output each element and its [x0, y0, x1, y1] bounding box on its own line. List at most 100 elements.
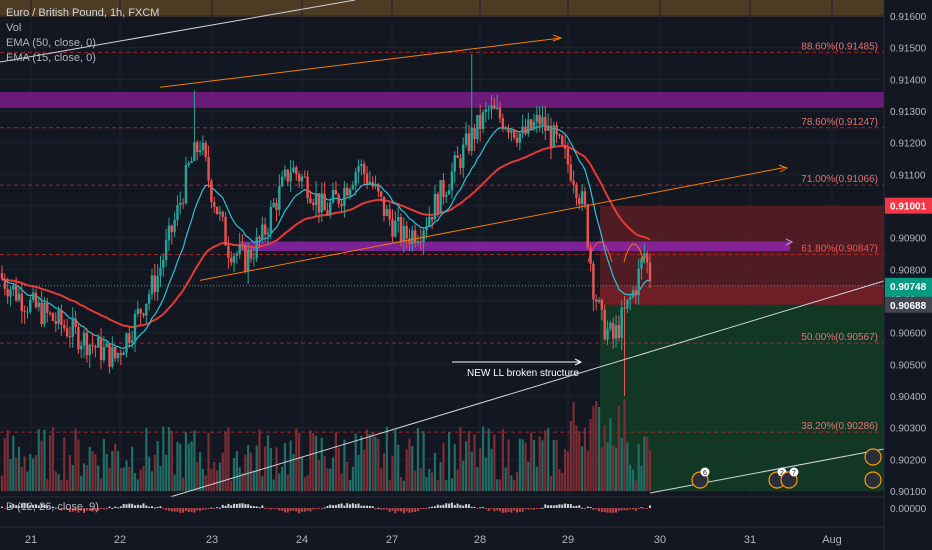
volume-bar — [340, 473, 343, 491]
candle-body — [12, 285, 15, 290]
candle-body — [272, 202, 275, 207]
candle-body — [275, 202, 278, 210]
candle-body — [450, 171, 454, 191]
legend-ema15: EMA (15, close, 0) — [6, 52, 96, 64]
volume-bar — [589, 418, 592, 491]
macd-bar — [323, 507, 326, 509]
volume-bar — [278, 473, 281, 491]
macd-bar — [207, 508, 210, 509]
macd-bar — [221, 504, 224, 508]
candle-body — [263, 224, 267, 235]
volume-bar — [57, 474, 60, 491]
volume-bar — [261, 476, 264, 491]
macd-bar — [148, 506, 151, 508]
macd-bar — [603, 508, 606, 513]
volume-bar — [473, 434, 476, 491]
macd-bar — [467, 504, 470, 508]
macd-bar — [119, 506, 122, 508]
candle-body — [391, 219, 394, 237]
volume-bar — [569, 420, 572, 491]
volume-bar — [374, 436, 377, 491]
macd-bar — [634, 508, 637, 511]
macd-bar — [289, 508, 292, 511]
macd-bar — [145, 505, 148, 508]
volume-bar — [32, 458, 35, 491]
volume-bar — [20, 467, 23, 491]
candle-body — [532, 121, 536, 129]
volume-bar — [510, 475, 513, 491]
candle-body — [529, 119, 533, 129]
candle-body — [535, 114, 539, 122]
macd-bar — [114, 506, 117, 508]
candle-body — [544, 117, 547, 131]
volume-bar — [269, 447, 272, 491]
volume-bar — [40, 440, 43, 491]
y-tick-label: 0.90500 — [890, 360, 927, 371]
volume-bar — [490, 449, 493, 491]
volume-bar — [631, 469, 635, 491]
macd-bar — [12, 504, 15, 508]
volume-bar — [26, 471, 29, 491]
macd-bar — [561, 504, 564, 508]
macd-bar — [592, 508, 595, 511]
macd-bar — [436, 504, 439, 508]
volume-bar — [612, 445, 615, 491]
macd-bar — [258, 507, 261, 509]
volume-bar — [620, 437, 623, 491]
macd-bar — [54, 507, 57, 509]
macd-bar — [552, 505, 555, 508]
macd-bar — [332, 505, 335, 508]
macd-bar — [349, 504, 352, 508]
volume-bar — [119, 468, 122, 491]
candle-body — [269, 206, 273, 233]
candle-body — [470, 127, 473, 151]
candle-body — [320, 193, 323, 213]
volume-bar — [447, 432, 451, 491]
volume-bar — [43, 429, 46, 491]
candle-body — [360, 163, 363, 166]
volume-bar — [232, 458, 236, 491]
candle-body — [484, 109, 488, 113]
macd-bar — [555, 504, 558, 508]
macd-bar — [122, 503, 125, 508]
macd-bar — [450, 502, 453, 508]
macd-bar — [63, 508, 66, 510]
volume-bar — [382, 452, 386, 491]
volume-bar — [125, 460, 128, 491]
volume-bar — [323, 455, 326, 491]
volume-bar — [148, 456, 151, 491]
volume-bar — [450, 478, 454, 491]
volume-bar — [292, 453, 295, 491]
volume-bar — [422, 431, 425, 491]
price-tag-label: 0.90748 — [890, 282, 927, 293]
legend-ema50: EMA (50, close, 0) — [6, 37, 96, 49]
candle-body — [365, 173, 369, 184]
candle-body — [326, 210, 329, 215]
macd-bar — [643, 508, 646, 509]
candle-body — [164, 240, 168, 260]
candle-body — [82, 332, 86, 346]
macd-bar — [218, 507, 221, 509]
volume-bar — [586, 450, 589, 491]
macd-bar — [57, 508, 60, 509]
candle-body — [572, 180, 575, 185]
volume-bar — [357, 454, 360, 491]
candle-body — [139, 308, 142, 314]
volume-bar — [235, 451, 238, 491]
macd-bar — [408, 508, 411, 513]
macd-bar — [184, 508, 187, 511]
candle-body — [235, 253, 239, 256]
candle-body — [246, 249, 250, 272]
y-tick-label: 0.91600 — [890, 12, 927, 23]
macd-bar — [558, 504, 561, 508]
candle-body — [94, 346, 97, 348]
volume-bar — [252, 470, 255, 491]
macd-bar — [150, 506, 153, 508]
candle-body — [215, 206, 219, 214]
volume-bar — [167, 427, 171, 491]
candle-body — [628, 297, 632, 300]
macd-bar — [385, 508, 388, 510]
volume-bar — [623, 399, 626, 491]
candle-body — [201, 142, 205, 151]
